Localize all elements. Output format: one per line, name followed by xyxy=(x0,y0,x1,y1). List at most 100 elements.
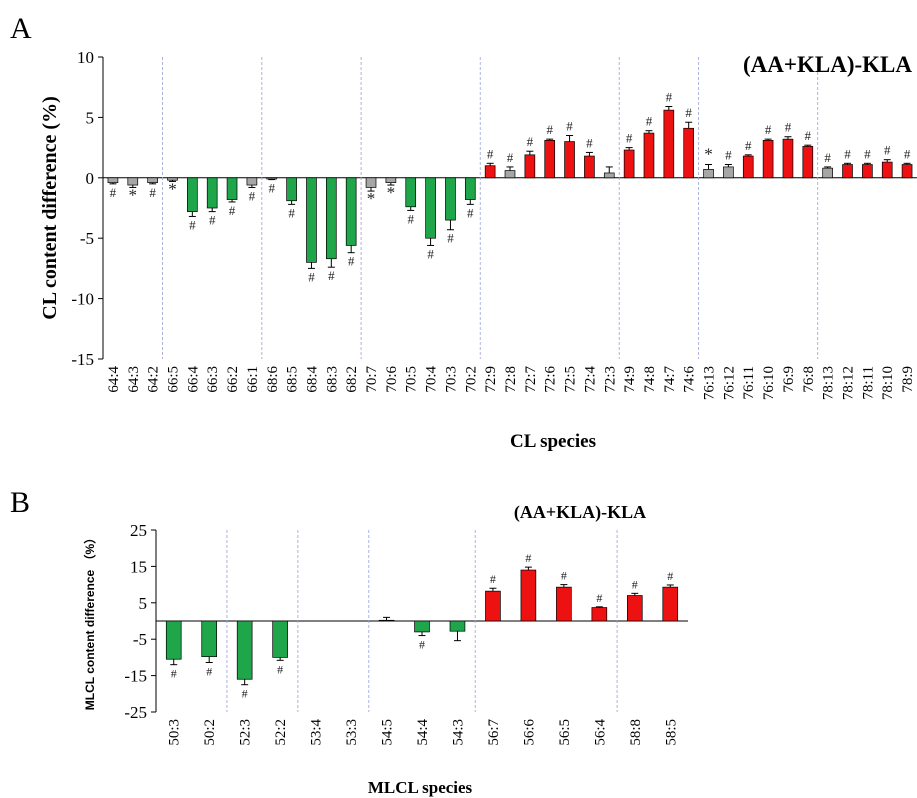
x-tick-label: 76:12 xyxy=(721,366,737,400)
bar-76:8 xyxy=(802,146,814,179)
y-tick-label: 25 xyxy=(130,521,147,540)
x-tick-label: 53:4 xyxy=(309,719,325,746)
significance-marker: # xyxy=(242,687,248,701)
bar-56:5 xyxy=(556,586,572,622)
significance-marker: # xyxy=(288,205,295,220)
x-tick-label: 72:3 xyxy=(602,366,618,393)
significance-marker: # xyxy=(328,268,335,283)
x-tick-label: 56:4 xyxy=(592,719,608,746)
bar-54:5 xyxy=(378,619,395,622)
x-tick-label: 68:6 xyxy=(265,366,281,393)
x-tick-label: 78:12 xyxy=(841,366,857,400)
significance-marker: # xyxy=(490,572,496,586)
bar-72:8 xyxy=(504,170,516,179)
significance-marker: # xyxy=(884,143,891,158)
bar-56:7 xyxy=(485,590,501,622)
significance-marker: # xyxy=(904,146,911,161)
significance-marker: # xyxy=(171,667,177,681)
bar-74:6 xyxy=(683,127,694,179)
significance-marker: # xyxy=(277,662,283,676)
bar-72:5 xyxy=(564,141,575,179)
x-tick-label: 76:8 xyxy=(801,366,817,393)
significance-marker: # xyxy=(427,246,434,261)
x-tick-label: 68:2 xyxy=(344,366,360,393)
bar-50:2 xyxy=(201,620,217,658)
bar-70:5 xyxy=(405,177,417,208)
mlcl-chart-title: (AA+KLA)-KLA xyxy=(514,502,646,523)
x-tick-label: 70:5 xyxy=(404,366,420,393)
significance-marker: # xyxy=(546,122,553,137)
x-tick-label: 78:11 xyxy=(860,366,876,400)
panel-a-letter: A xyxy=(10,12,32,45)
bar-74:9 xyxy=(623,149,635,179)
x-tick-label: 56:5 xyxy=(557,719,573,746)
significance-marker: * xyxy=(129,185,138,204)
y-tick-label: 0 xyxy=(86,169,95,188)
x-tick-label: 70:7 xyxy=(364,366,380,393)
significance-marker: # xyxy=(632,577,638,591)
bar-66:3 xyxy=(206,177,218,209)
bar-66:2 xyxy=(226,177,238,200)
y-tick-label: -25 xyxy=(124,703,147,722)
bar-64:3 xyxy=(127,177,139,186)
bar-72:4 xyxy=(584,155,595,179)
bar-76:9 xyxy=(782,138,794,179)
bar-74:7 xyxy=(663,109,675,179)
x-tick-label: 64:3 xyxy=(126,366,142,393)
y-tick-label: -5 xyxy=(133,630,147,649)
significance-marker: # xyxy=(110,185,117,200)
significance-marker: # xyxy=(561,569,567,583)
x-tick-label: 66:5 xyxy=(165,366,181,393)
significance-marker: # xyxy=(824,150,831,165)
bar-68:2 xyxy=(345,177,357,246)
bar-52:2 xyxy=(272,620,288,658)
x-tick-label: 52:2 xyxy=(273,719,289,746)
significance-marker: # xyxy=(626,131,633,146)
x-tick-label: 76:13 xyxy=(702,366,718,400)
x-tick-label: 74:7 xyxy=(662,366,678,393)
bar-54:4 xyxy=(414,620,430,633)
bar-74:8 xyxy=(643,132,655,179)
x-tick-label: 72:4 xyxy=(582,366,598,393)
bar-72:7 xyxy=(524,154,536,179)
bar-54:3 xyxy=(449,620,466,632)
significance-marker: # xyxy=(586,135,593,150)
x-tick-label: 76:10 xyxy=(761,366,777,400)
significance-marker: # xyxy=(785,120,792,135)
x-tick-label: 76:9 xyxy=(781,366,797,393)
x-tick-label: 66:3 xyxy=(205,366,221,393)
x-tick-label: 78:10 xyxy=(880,366,896,400)
x-tick-label: 66:2 xyxy=(225,366,241,393)
y-tick-label: 10 xyxy=(77,48,94,67)
bar-52:3 xyxy=(236,620,253,680)
x-tick-label: 58:5 xyxy=(663,719,679,746)
significance-marker: # xyxy=(507,150,514,165)
x-tick-label: 56:7 xyxy=(486,719,502,746)
x-tick-label: 64:4 xyxy=(106,366,122,393)
significance-marker: # xyxy=(646,114,653,129)
significance-marker: # xyxy=(189,217,196,232)
bar-70:3 xyxy=(445,177,456,221)
significance-marker: # xyxy=(725,148,732,163)
bar-68:3 xyxy=(326,177,337,260)
panel-b-chart: 25 15 5 -5 -15 -25 # # # # # # # # # # #50:3 50:2 52:3 52:2… xyxy=(82,502,688,797)
x-tick-label: 78:9 xyxy=(900,366,916,393)
x-tick-label: 70:2 xyxy=(463,366,479,393)
bar-50:3 xyxy=(165,620,182,660)
x-tick-label: 72:8 xyxy=(503,366,519,393)
significance-marker: # xyxy=(487,146,494,161)
bar-58:5 xyxy=(662,586,679,622)
x-tick-label: 70:6 xyxy=(384,366,400,393)
significance-marker: # xyxy=(525,551,531,565)
y-tick-label: -5 xyxy=(80,229,94,248)
bar-56:6 xyxy=(520,569,537,622)
bar-68:5 xyxy=(286,177,297,202)
significance-marker: # xyxy=(765,122,772,137)
x-tick-label: 54:3 xyxy=(450,719,466,746)
x-tick-label: 66:1 xyxy=(245,366,261,393)
panel-b-letter: B xyxy=(10,486,30,519)
x-tick-label: 70:4 xyxy=(424,366,440,393)
x-tick-label: 68:3 xyxy=(324,366,340,393)
significance-marker: # xyxy=(685,105,692,120)
